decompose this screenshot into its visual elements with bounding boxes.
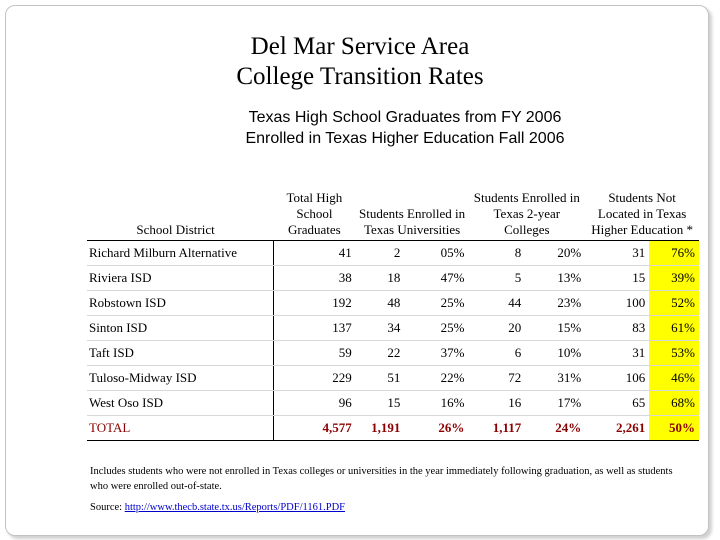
universities-count: 22 <box>355 340 405 366</box>
universities-percent: 16% <box>404 390 469 416</box>
not-located-percent: 76% <box>649 240 699 266</box>
not-located-percent: 68% <box>649 390 699 416</box>
universities-percent: 47% <box>404 265 469 291</box>
universities-count: 15 <box>355 390 405 416</box>
not-located-percent: 52% <box>649 290 699 316</box>
district-name: Sinton ISD <box>87 315 274 341</box>
title-line-2: College Transition Rates <box>236 63 484 90</box>
universities-count: 2 <box>355 240 405 266</box>
source-link[interactable]: http://www.thecb.state.tx.us/Reports/PDF… <box>124 502 346 513</box>
not-located-percent: 39% <box>649 265 699 291</box>
graduates-count: 192 <box>273 290 356 316</box>
graduates-count: 96 <box>273 390 356 416</box>
header-not-located: Students Not Located in Texas Higher Edu… <box>585 166 699 241</box>
total-label: TOTAL <box>87 415 274 441</box>
total-two-year-percent: 24% <box>525 415 586 441</box>
two-year-count: 20 <box>468 315 526 341</box>
table-header-row: School District Total High School Gradua… <box>87 166 699 241</box>
two-year-percent: 15% <box>525 315 586 341</box>
graduates-count: 41 <box>273 240 356 266</box>
total-graduates: 4,577 <box>273 415 356 441</box>
total-universities-percent: 26% <box>404 415 469 441</box>
table-row: Taft ISD 59 22 37% 6 10% 31 53% <box>87 340 699 366</box>
title-line-1: Del Mar Service Area <box>250 33 470 60</box>
page-title: Del Mar Service Area College Transition … <box>0 32 720 92</box>
two-year-count: 6 <box>468 340 526 366</box>
total-not-located-percent: 50% <box>649 415 699 441</box>
header-two-year-colleges: Students Enrolled in Texas 2-year Colleg… <box>468 166 586 241</box>
universities-percent: 25% <box>404 290 469 316</box>
not-located-count: 83 <box>585 315 650 341</box>
not-located-count: 106 <box>585 365 650 391</box>
table-row: Tuloso-Midway ISD 229 51 22% 72 31% 106 … <box>87 365 699 391</box>
source-citation: Source: http://www.thecb.state.tx.us/Rep… <box>90 502 345 513</box>
two-year-percent: 23% <box>525 290 586 316</box>
transition-rates-table: School District Total High School Gradua… <box>87 166 699 441</box>
universities-percent: 22% <box>404 365 469 391</box>
two-year-count: 16 <box>468 390 526 416</box>
graduates-count: 38 <box>273 265 356 291</box>
source-label: Source: <box>90 502 125 513</box>
header-texas-universities: Students Enrolled in Texas Universities <box>355 166 469 241</box>
district-name: West Oso ISD <box>87 390 274 416</box>
not-located-count: 65 <box>585 390 650 416</box>
two-year-count: 5 <box>468 265 526 291</box>
universities-count: 18 <box>355 265 405 291</box>
footnote: Includes students who were not enrolled … <box>90 466 673 492</box>
header-total-graduates: Total High School Graduates <box>273 166 356 241</box>
not-located-count: 15 <box>585 265 650 291</box>
district-name: Tuloso-Midway ISD <box>87 365 274 391</box>
universities-percent: 37% <box>404 340 469 366</box>
table-row: Sinton ISD 137 34 25% 20 15% 83 61% <box>87 315 699 341</box>
two-year-percent: 10% <box>525 340 586 366</box>
not-located-percent: 53% <box>649 340 699 366</box>
not-located-percent: 46% <box>649 365 699 391</box>
table-row: Riviera ISD 38 18 47% 5 13% 15 39% <box>87 265 699 291</box>
two-year-percent: 20% <box>525 240 586 266</box>
subtitle-line-1: Texas High School Graduates from FY 2006 <box>248 109 562 126</box>
table-row: West Oso ISD 96 15 16% 16 17% 65 68% <box>87 390 699 416</box>
total-universities: 1,191 <box>355 415 405 441</box>
universities-percent: 05% <box>404 240 469 266</box>
universities-count: 51 <box>355 365 405 391</box>
district-name: Robstown ISD <box>87 290 274 316</box>
district-name: Richard Milburn Alternative <box>87 240 274 266</box>
two-year-count: 44 <box>468 290 526 316</box>
two-year-percent: 13% <box>525 265 586 291</box>
two-year-count: 72 <box>468 365 526 391</box>
two-year-count: 8 <box>468 240 526 266</box>
subtitle-line-2: Enrolled in Texas Higher Education Fall … <box>245 130 565 147</box>
graduates-count: 137 <box>273 315 356 341</box>
two-year-percent: 17% <box>525 390 586 416</box>
page-subtitle: Texas High School Graduates from FY 2006… <box>0 107 720 149</box>
graduates-count: 59 <box>273 340 356 366</box>
total-two-year: 1,117 <box>468 415 526 441</box>
not-located-count: 100 <box>585 290 650 316</box>
not-located-count: 31 <box>585 240 650 266</box>
two-year-percent: 31% <box>525 365 586 391</box>
universities-count: 48 <box>355 290 405 316</box>
table-row: Richard Milburn Alternative 41 2 05% 8 2… <box>87 240 699 266</box>
header-school-district: School District <box>87 166 274 241</box>
universities-count: 34 <box>355 315 405 341</box>
total-not-located: 2,261 <box>585 415 650 441</box>
district-name: Taft ISD <box>87 340 274 366</box>
district-name: Riviera ISD <box>87 265 274 291</box>
graduates-count: 229 <box>273 365 356 391</box>
universities-percent: 25% <box>404 315 469 341</box>
total-row: TOTAL 4,577 1,191 26% 1,117 24% 2,261 50… <box>87 415 699 441</box>
not-located-count: 31 <box>585 340 650 366</box>
table-row: Robstown ISD 192 48 25% 44 23% 100 52% <box>87 290 699 316</box>
not-located-percent: 61% <box>649 315 699 341</box>
